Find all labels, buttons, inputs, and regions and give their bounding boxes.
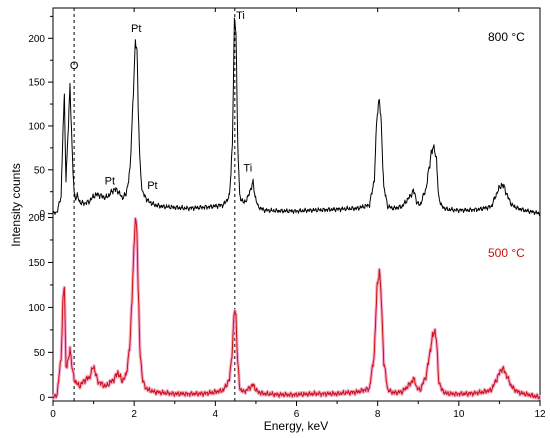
peak-label-pt: Pt [105, 176, 115, 188]
y-tick-label: 0 [39, 393, 45, 404]
y-tick-label: 150 [28, 78, 45, 89]
y-axis-label: Intensity counts [9, 163, 23, 246]
annotation-layer: O Pt Ti Pt Pt Ti [70, 10, 252, 192]
y-tick-label: 150 [28, 258, 45, 269]
y-tick-label: 100 [28, 121, 45, 132]
series-line-800 [52, 17, 541, 216]
x-tick-label: 8 [375, 409, 381, 420]
plot-frame [52, 7, 541, 402]
x-tick-label: 10 [453, 409, 465, 420]
peak-label-o: O [70, 60, 79, 72]
series-label-800: 800 °C [488, 30, 525, 44]
y-tick-label: 200 [28, 213, 45, 224]
x-tick-label: 2 [131, 409, 137, 420]
x-tick-label: 6 [294, 409, 300, 420]
series-label-500: 500 °C [488, 246, 525, 260]
x-axis-label: Energy, keV [264, 419, 328, 433]
y-tick-label: 100 [28, 303, 45, 314]
series-line-500 [52, 218, 541, 400]
series-layer [51, 17, 542, 401]
x-tick-label: 4 [213, 409, 219, 420]
x-tick-label: 12 [534, 409, 546, 420]
y-tick-label: 200 [28, 34, 45, 45]
peak-label-ti: Ti [243, 163, 252, 175]
x-tick-label: 0 [50, 409, 56, 420]
peak-label-ti: Ti [236, 10, 245, 22]
peak-label-pt: Pt [147, 180, 157, 192]
y-tick-label: 50 [34, 348, 46, 359]
y-tick-label: 0 [39, 209, 45, 220]
y-tick-label: 50 [34, 165, 46, 176]
peak-label-pt: Pt [131, 23, 141, 35]
